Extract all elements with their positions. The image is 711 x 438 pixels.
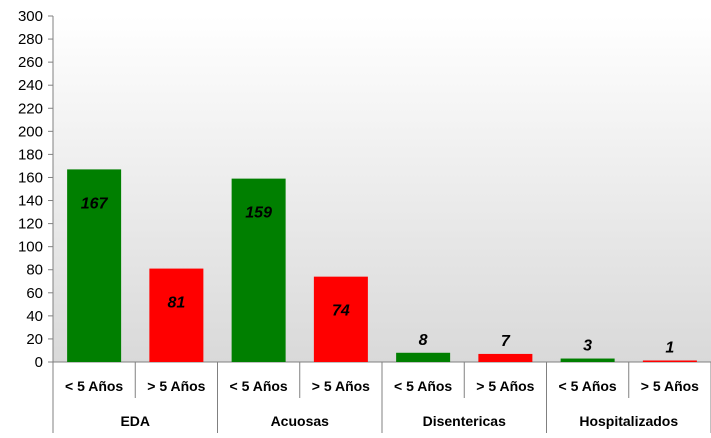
y-tick-label: 0 (35, 354, 43, 371)
group-label: Hospitalizados (579, 413, 678, 429)
y-tick-label: 140 (18, 193, 43, 210)
y-tick-label: 260 (18, 54, 43, 71)
category-label: > 5 Años (312, 378, 370, 394)
bar-acuosas-menor-5 (231, 178, 286, 362)
data-label: 81 (167, 295, 185, 312)
y-tick-label: 180 (18, 146, 43, 163)
bar-eda-menor-5 (67, 169, 122, 362)
bar-acuosas-mayor-5 (313, 276, 368, 362)
bar-hospitalizados-menor-5 (560, 358, 615, 362)
data-label: 7 (501, 333, 511, 350)
category-label: < 5 Años (65, 378, 123, 394)
y-tick-label: 240 (18, 77, 43, 94)
data-label: 1 (665, 340, 674, 357)
y-tick-label: 280 (18, 31, 43, 48)
y-tick-label: 100 (18, 239, 43, 256)
y-tick-label: 80 (26, 262, 43, 279)
group-label: Acuosas (271, 413, 330, 429)
group-label: EDA (120, 413, 150, 429)
y-tick-label: 220 (18, 100, 43, 117)
bars-layer (67, 169, 697, 362)
axis-layer: 0 20 40 60 80 100 120 140 160 180 200 220 240 260 280 3… (18, 8, 711, 433)
category-label: > 5 Años (147, 378, 205, 394)
data-label: 3 (583, 338, 592, 355)
y-tick-label: 20 (26, 331, 43, 348)
y-tick-label: 120 (18, 216, 43, 233)
category-label: > 5 Años (476, 378, 534, 394)
data-label: 74 (332, 303, 350, 320)
y-tick-label: 40 (26, 308, 43, 325)
category-label: < 5 Años (559, 378, 617, 394)
data-label: 159 (245, 205, 272, 222)
category-label: < 5 Años (230, 378, 288, 394)
bar-eda-mayor-5 (149, 268, 204, 362)
data-label: 8 (419, 332, 428, 349)
y-tick-label: 160 (18, 169, 43, 186)
data-label: 167 (81, 195, 109, 212)
y-tick-label: 200 (18, 123, 43, 140)
bar-hospitalizados-mayor-5 (642, 360, 697, 362)
bar-disentericas-mayor-5 (478, 353, 533, 362)
y-tick-label: 300 (18, 8, 43, 25)
bar-disentericas-menor-5 (396, 352, 451, 362)
group-label: Disentericas (423, 413, 506, 429)
category-label: < 5 Años (394, 378, 452, 394)
category-label: > 5 Años (641, 378, 699, 394)
y-tick-label: 60 (26, 285, 43, 302)
